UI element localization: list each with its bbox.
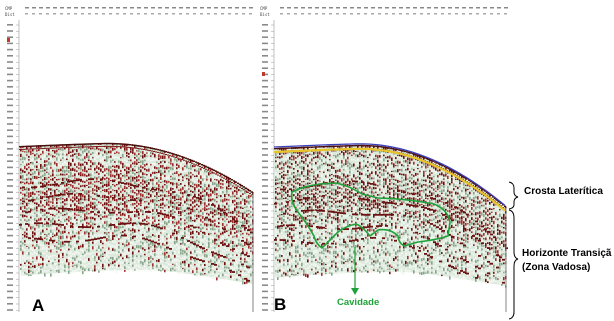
radargram-panel-b: CMP Dist B: [258, 0, 508, 318]
horizonte-bracket: [508, 209, 519, 320]
cavidade-arrowhead: [351, 288, 359, 295]
label-cavidade: Cavidade: [337, 297, 380, 308]
label-crosta-lateritica: Crosta Laterítica: [524, 186, 603, 197]
label-horizonte-transicao: Horizonte Transiçã: [522, 248, 612, 259]
interpretation-layer: [273, 143, 506, 250]
header-row-cmp: CMP: [5, 6, 13, 11]
header-row-dist: Dist: [260, 12, 270, 17]
radargram-panel-a: CMP Dist A: [3, 0, 255, 318]
panel-letter-b: B: [274, 295, 287, 314]
laterite-band-line: [273, 147, 506, 212]
radargram-traces: [274, 144, 508, 312]
radargram-traces: [19, 142, 254, 312]
label-zona-vadosa: (Zona Vadosa): [522, 262, 591, 273]
crosta-bracket: [508, 181, 519, 210]
header-row-dist: Dist: [5, 12, 15, 17]
header-row-cmp: CMP: [260, 6, 268, 11]
cavity-outline: [290, 182, 451, 250]
panel-letter-a: A: [32, 296, 45, 315]
surface-line: [273, 143, 506, 207]
depth-ruler: [7, 20, 20, 312]
